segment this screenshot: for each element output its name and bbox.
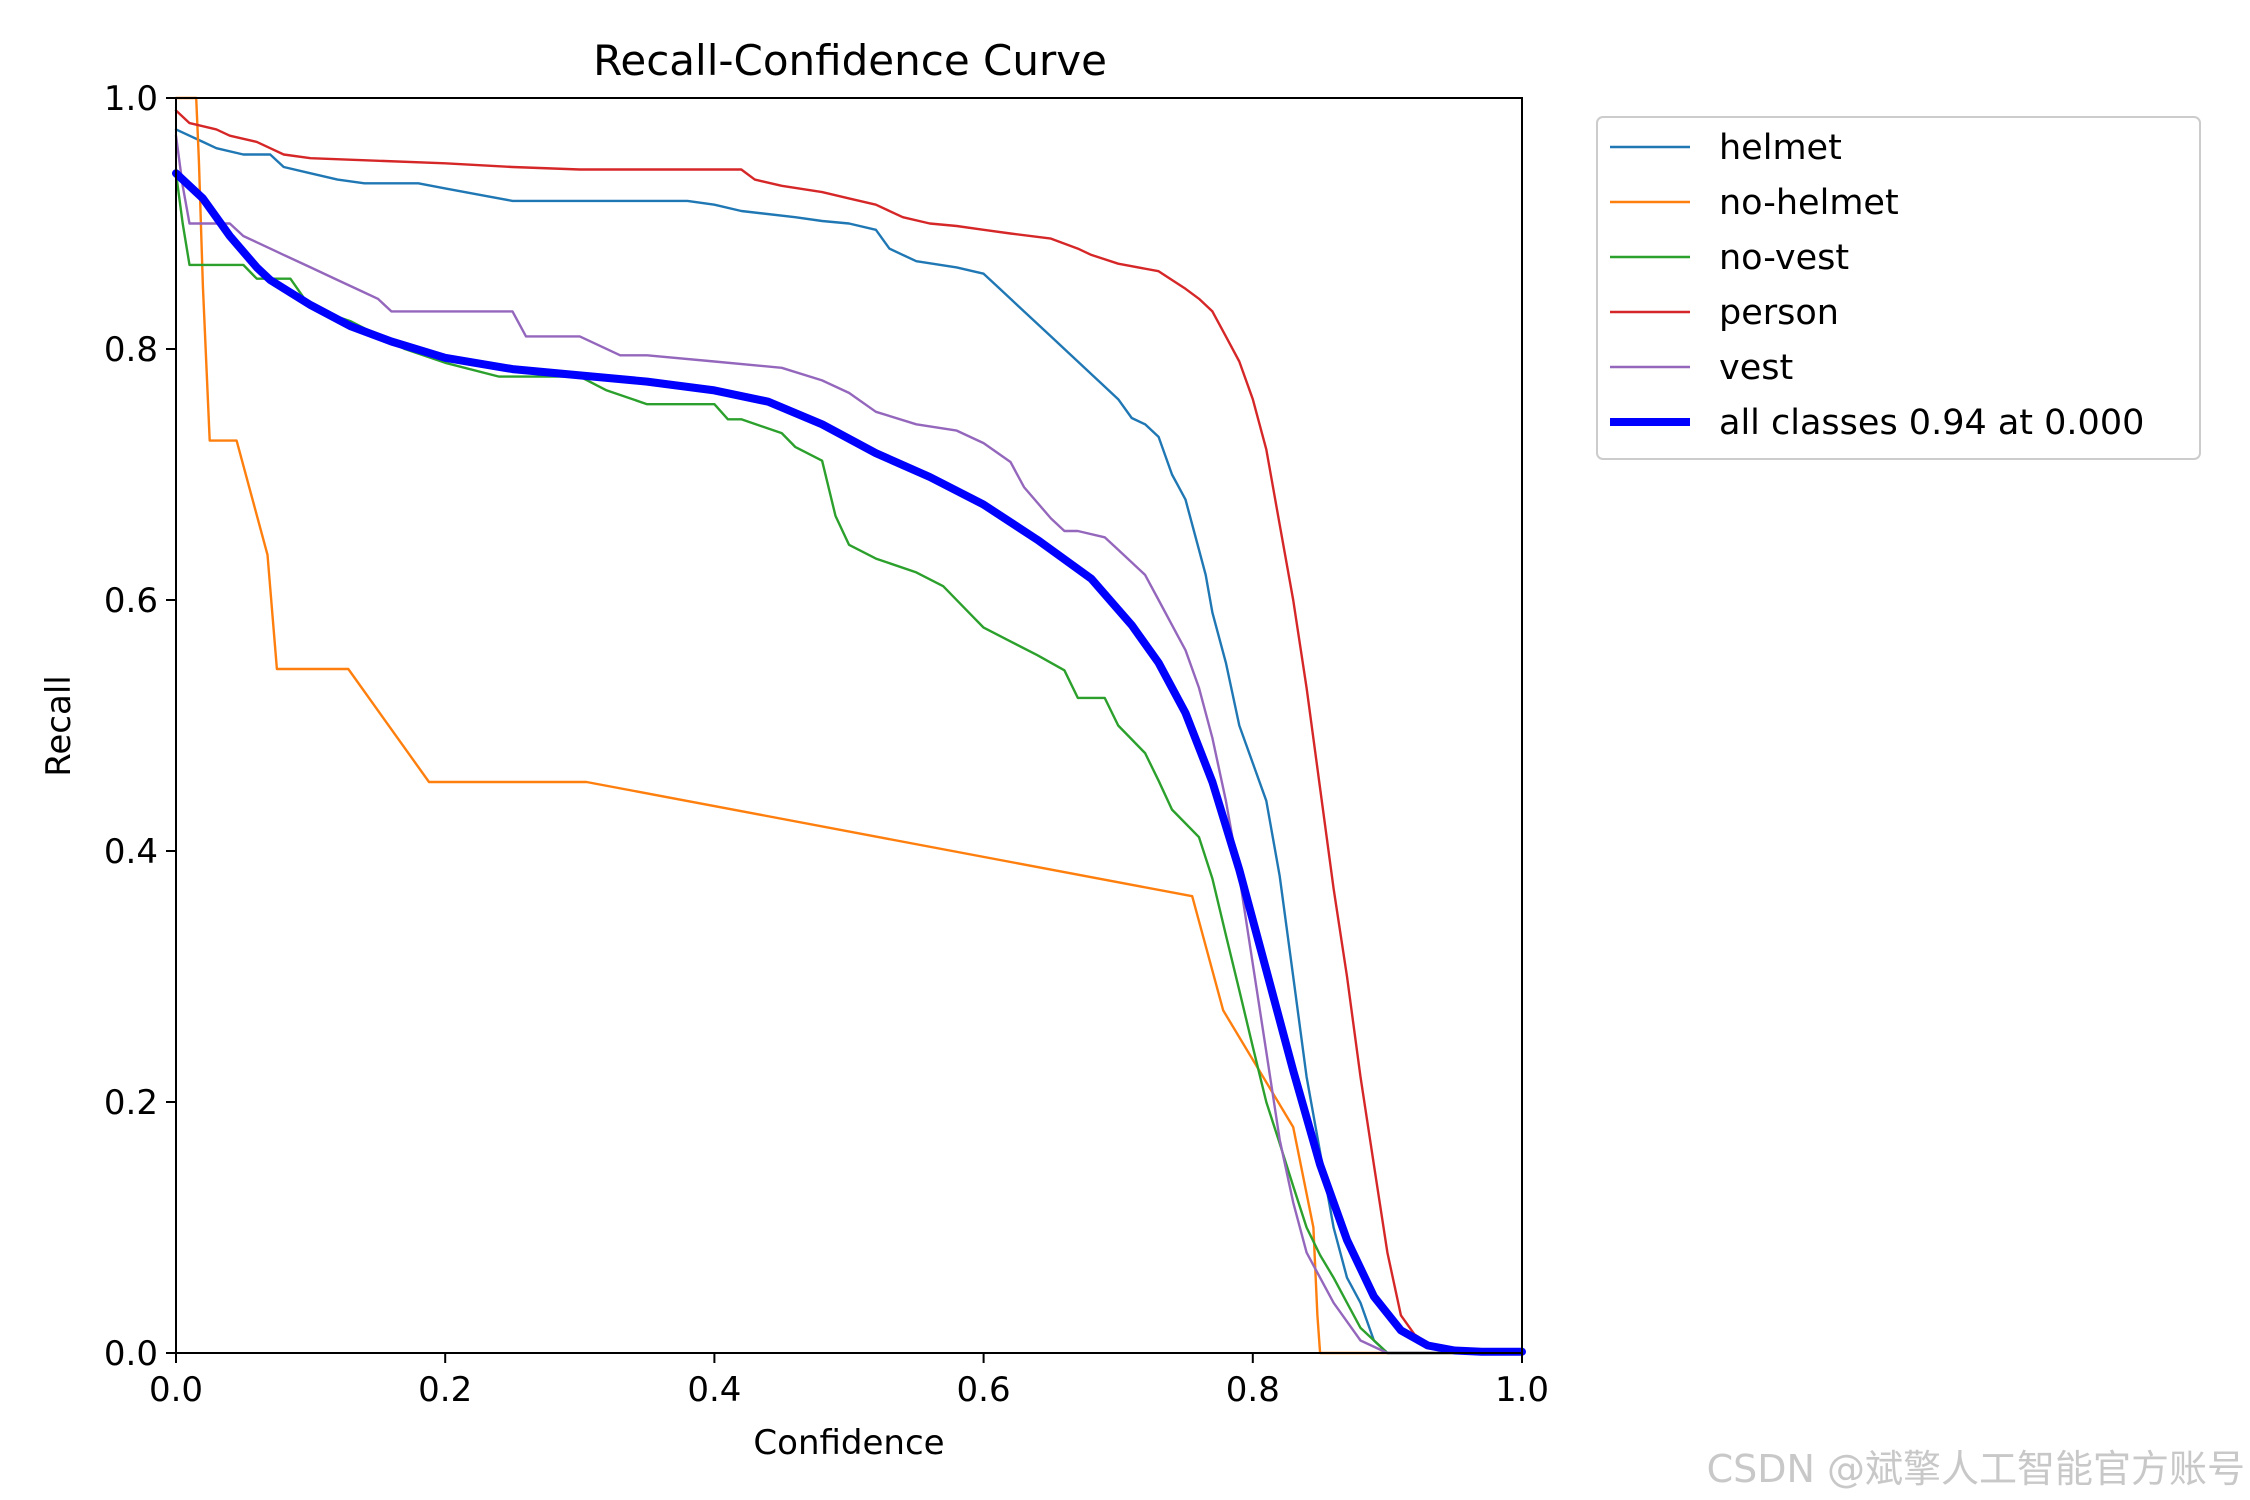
y-axis-title: Recall: [39, 675, 79, 776]
plot-area: [172, 96, 1526, 1356]
y-tick-label: 0.0: [104, 1334, 158, 1374]
series-line-vest: [174, 134, 1524, 1355]
x-tick-label: 0.2: [418, 1370, 472, 1410]
x-tick-label: 0.0: [149, 1370, 203, 1410]
x-tick-label: 1.0: [1495, 1370, 1549, 1410]
y-tick-label: 0.6: [104, 581, 158, 621]
y-tick-label: 1.0: [104, 79, 158, 119]
x-tick-label: 0.6: [957, 1370, 1011, 1410]
legend-label: no-helmet: [1719, 183, 1899, 223]
legend-label: helmet: [1719, 128, 1842, 168]
series-line-all-classes-0-94-at-0-000: [172, 169, 1526, 1356]
legend: helmet no-helmet no-vest person vest all clas…: [1596, 116, 2201, 460]
legend-frame: [1596, 116, 2201, 460]
y-tick-label: 0.4: [104, 832, 158, 872]
chart-title: Recall-Confidence Curve: [593, 36, 1107, 85]
y-tick-label: 0.2: [104, 1083, 158, 1123]
legend-label: no-vest: [1719, 238, 1849, 278]
series-line-person: [174, 109, 1524, 1353]
x-axis: 0.0 0.2 0.4 0.6 0.8 1.0: [149, 1353, 1549, 1410]
y-axis: 0.0 0.2 0.4 0.6 0.8 1.0: [104, 79, 176, 1374]
legend-label: all classes 0.94 at 0.000: [1719, 403, 2144, 443]
series-layer: [172, 96, 1526, 1356]
legend-label: vest: [1719, 348, 1793, 388]
watermark-text: CSDN @斌擎人工智能官方账号: [1707, 1447, 2245, 1491]
legend-label: person: [1719, 293, 1839, 333]
series-line-no-helmet: [174, 96, 1524, 1355]
plot-frame: [175, 97, 1523, 1354]
y-tick-label: 0.8: [104, 330, 158, 370]
x-axis-title: Confidence: [753, 1423, 944, 1463]
x-tick-label: 0.8: [1226, 1370, 1280, 1410]
series-line-helmet: [174, 128, 1524, 1355]
x-tick-label: 0.4: [687, 1370, 741, 1410]
